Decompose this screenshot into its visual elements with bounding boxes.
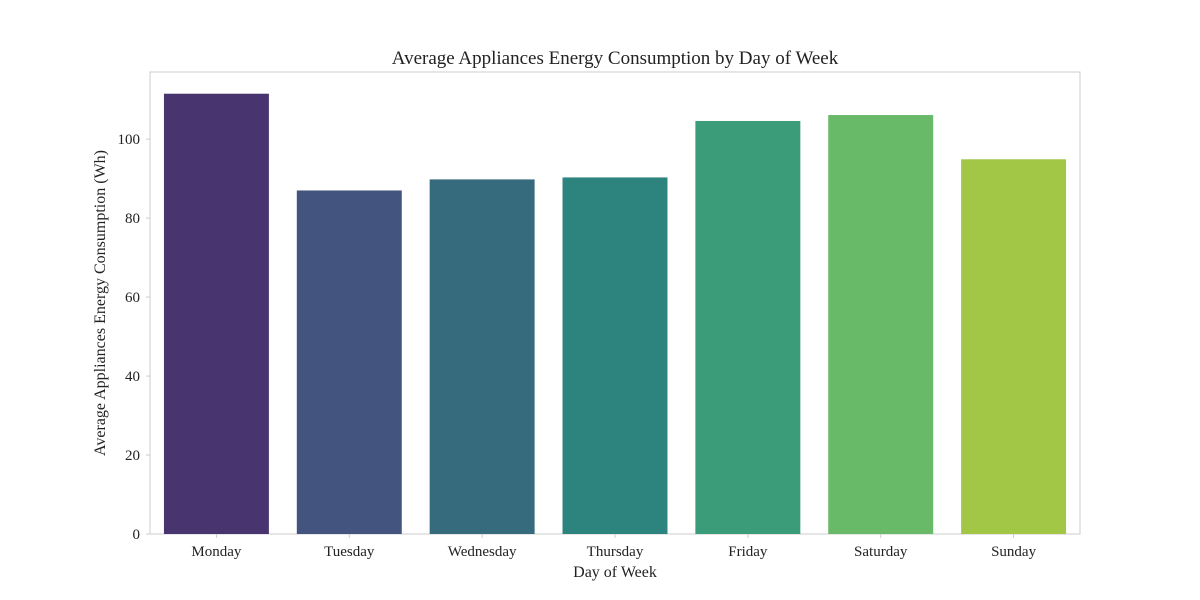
x-tick-label: Monday	[191, 544, 241, 560]
bar-thursday	[562, 177, 668, 534]
x-tick-label: Sunday	[991, 544, 1037, 560]
bar-saturday	[828, 115, 934, 535]
y-tick-label: 40	[125, 369, 140, 385]
x-axis-label: Day of Week	[573, 564, 657, 581]
bar-friday	[695, 120, 801, 534]
bar-tuesday	[296, 190, 402, 534]
y-tick-label: 20	[125, 448, 140, 464]
y-axis-label: Average Appliances Energy Consumption (W…	[92, 150, 109, 456]
x-tick-label: Saturday	[854, 544, 908, 560]
y-tick-label: 100	[118, 132, 141, 148]
bars	[163, 93, 1067, 535]
x-tick-label: Friday	[728, 544, 768, 560]
bar-wednesday	[429, 179, 535, 534]
x-tick-label: Thursday	[587, 544, 644, 560]
y-axis: 0 20 40 60 80 100	[118, 132, 150, 543]
bar-monday	[163, 93, 269, 534]
y-tick-label: 80	[125, 211, 140, 227]
y-tick-label: 60	[125, 290, 140, 306]
x-axis: Monday Tuesday Wednesday Thursday Friday Satu…	[191, 534, 1037, 560]
chart-title: Average Appliances Energy Consumption by…	[392, 48, 839, 69]
y-tick-label: 0	[133, 527, 141, 543]
bar-sunday	[961, 159, 1067, 534]
x-tick-label: Tuesday	[324, 544, 375, 560]
x-tick-label: Wednesday	[448, 544, 517, 560]
